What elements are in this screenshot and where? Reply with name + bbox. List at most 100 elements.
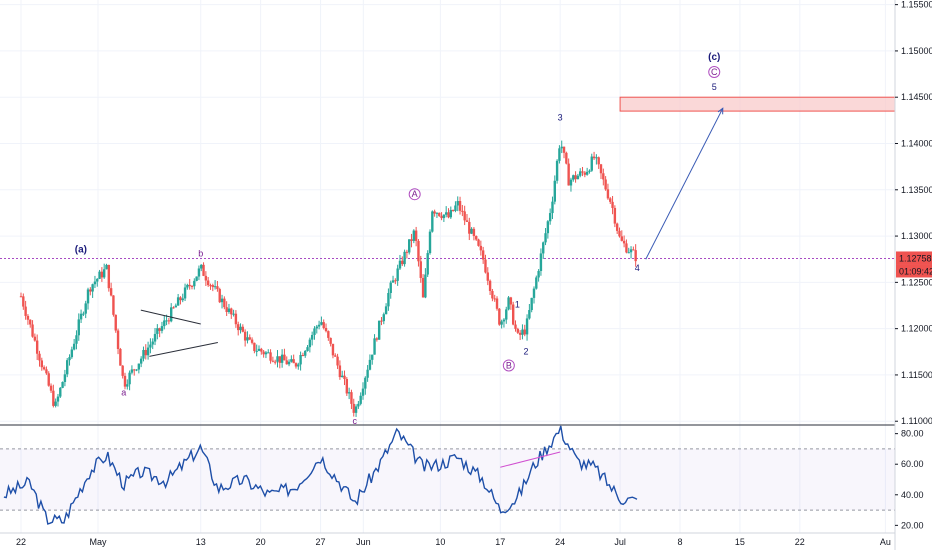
candle-body xyxy=(528,310,531,319)
time-tick-label: 15 xyxy=(735,537,745,547)
candle-body xyxy=(572,175,575,180)
wave-labels: (a) b a c A B 1 2 3 4 5 (c) C xyxy=(75,52,721,426)
candle-body xyxy=(502,319,506,322)
candle-body xyxy=(334,355,337,357)
candle-body xyxy=(488,280,492,291)
time-tick-label: 22 xyxy=(16,537,26,547)
candle-body xyxy=(484,259,487,273)
candle-body xyxy=(463,211,466,221)
candle-body xyxy=(172,307,175,309)
candle-body xyxy=(380,320,383,322)
candle-body xyxy=(158,328,161,331)
candle-body xyxy=(574,175,577,180)
rsi-line xyxy=(3,425,638,525)
candle-body xyxy=(317,324,321,327)
candle-body xyxy=(477,239,480,246)
wave-label: 4 xyxy=(635,263,640,273)
candle-body xyxy=(421,277,425,298)
candle-body xyxy=(82,313,85,315)
candle-body xyxy=(373,338,376,355)
projection-arrow-line xyxy=(645,108,724,260)
candle-body xyxy=(500,321,503,325)
rsi-tick-label: 60.00 xyxy=(901,459,924,469)
candle-body xyxy=(269,352,272,361)
wave-label: (a) xyxy=(75,245,87,256)
candle-body xyxy=(153,333,157,342)
candle-body xyxy=(133,369,136,371)
candle-body xyxy=(68,357,71,361)
candle-body xyxy=(241,326,245,332)
candle-body xyxy=(542,242,545,254)
candle-body xyxy=(468,221,471,234)
candle-body xyxy=(77,319,80,336)
candle-body xyxy=(130,369,134,373)
candle-body xyxy=(465,220,469,222)
candle-body xyxy=(114,314,117,331)
candle-body xyxy=(597,157,600,165)
candle-body xyxy=(498,308,501,325)
candle-body xyxy=(52,390,55,406)
candle-body xyxy=(31,324,34,337)
candle-body xyxy=(433,211,436,214)
candle-body xyxy=(313,328,316,335)
candle-body xyxy=(569,179,573,186)
candle-body xyxy=(618,230,621,237)
candle-body xyxy=(260,348,263,352)
candle-body xyxy=(146,347,150,356)
candle-body xyxy=(216,286,219,290)
candle-body xyxy=(451,209,455,211)
candle-body xyxy=(206,280,210,286)
candle-body xyxy=(447,212,450,218)
candle-body xyxy=(590,156,593,171)
candle-body xyxy=(391,280,395,283)
candle-body xyxy=(479,245,483,251)
time-tick-label: May xyxy=(90,537,108,547)
target-zone xyxy=(619,96,896,112)
candle-body xyxy=(310,334,314,340)
candle-body xyxy=(262,351,265,355)
candle-body xyxy=(276,356,279,362)
candle-body xyxy=(38,353,41,361)
candle-body xyxy=(481,250,485,260)
candle-body xyxy=(213,286,217,288)
candle-body xyxy=(343,375,346,380)
candle-body xyxy=(142,349,145,359)
candle-body xyxy=(156,328,159,334)
candle-body xyxy=(232,313,235,315)
candle-body xyxy=(410,239,413,241)
candle-body xyxy=(135,369,138,371)
candle-body xyxy=(290,359,293,362)
time-tick-label: 27 xyxy=(316,537,326,547)
candles xyxy=(19,140,637,417)
candle-body xyxy=(200,264,203,269)
candle-body xyxy=(495,298,499,309)
candle-body xyxy=(472,228,476,237)
candle-body xyxy=(22,296,25,307)
candle-body xyxy=(396,268,399,281)
candle-body xyxy=(377,320,381,340)
candle-body xyxy=(91,284,94,292)
last-price-badge xyxy=(896,251,932,265)
candle-body xyxy=(419,261,422,278)
wave-label: a xyxy=(121,387,126,397)
candle-body xyxy=(170,307,173,322)
candle-body xyxy=(592,156,596,159)
candle-body xyxy=(507,297,510,310)
candle-body xyxy=(287,361,291,365)
divergence-line xyxy=(500,451,561,468)
candle-body xyxy=(301,354,305,356)
candle-body xyxy=(461,210,464,212)
grid-lines xyxy=(0,0,895,533)
candle-body xyxy=(40,360,43,368)
candle-body xyxy=(297,364,300,367)
candle-body xyxy=(491,290,494,299)
rsi-tick-label: 80.00 xyxy=(901,429,924,439)
candle-body xyxy=(560,146,563,149)
time-tick-label: 22 xyxy=(795,537,805,547)
candle-body xyxy=(581,171,584,173)
candle-body xyxy=(627,252,630,254)
candle-body xyxy=(230,308,233,315)
candle-body xyxy=(518,332,522,335)
candle-body xyxy=(102,269,106,278)
